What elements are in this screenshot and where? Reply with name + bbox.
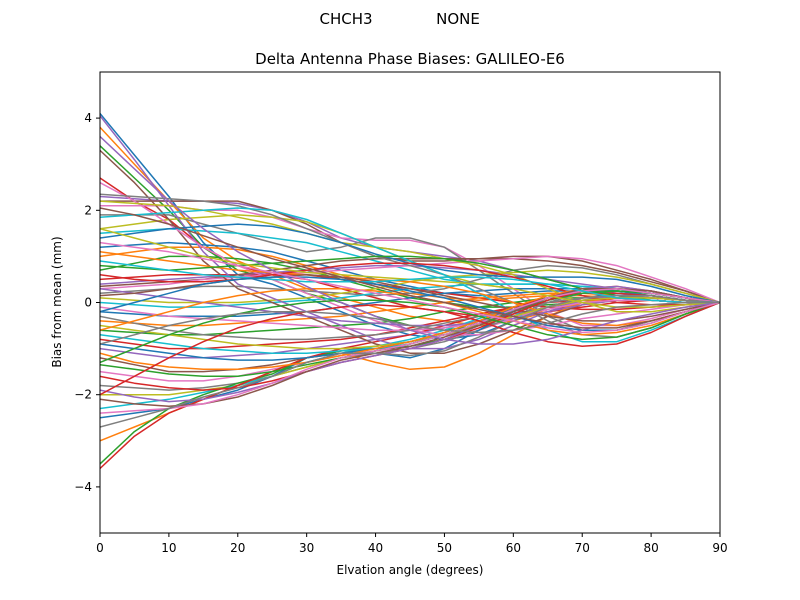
y-tick-label: 4 — [84, 111, 92, 125]
x-tick-label: 0 — [96, 541, 104, 555]
chart-title: Delta Antenna Phase Biases: GALILEO-E6 — [255, 50, 565, 68]
y-axis-label: Bias from mean (mm) — [50, 236, 64, 367]
x-tick-label: 50 — [437, 541, 452, 555]
station-name: CHCH3 — [319, 10, 372, 28]
y-tick-label: 0 — [84, 296, 92, 310]
series-line-s44 — [100, 262, 720, 306]
x-tick-label: 90 — [712, 541, 727, 555]
x-tick-label: 80 — [643, 541, 658, 555]
x-axis-ticks: 0 10 20 30 40 50 60 70 80 90 — [96, 533, 728, 555]
x-tick-label: 70 — [575, 541, 590, 555]
y-tick-label: 2 — [84, 203, 92, 217]
x-tick-label: 10 — [161, 541, 176, 555]
series-line-s68 — [100, 301, 720, 345]
x-axis-label: Elvation angle (degrees) — [337, 563, 484, 577]
series-line-s67 — [100, 241, 720, 334]
model-name: NONE — [436, 10, 480, 28]
y-axis-ticks: −4 −2 0 2 4 — [74, 111, 100, 494]
series-line-s60 — [100, 260, 720, 304]
series-line-s57 — [100, 287, 720, 414]
series-line-s55 — [100, 285, 720, 403]
series-line-s65 — [100, 135, 720, 345]
x-tick-label: 40 — [368, 541, 383, 555]
x-tick-label: 30 — [299, 541, 314, 555]
series-line-s18 — [100, 264, 720, 304]
series-line-s64 — [100, 301, 720, 396]
series-line-s40 — [100, 207, 720, 343]
series-line-s58 — [100, 294, 720, 428]
series-lines — [100, 113, 720, 470]
y-tick-label: −4 — [74, 480, 92, 494]
series-line-s63 — [100, 299, 720, 364]
series-line-s66 — [100, 207, 720, 329]
series-line-s42 — [100, 251, 720, 327]
x-tick-label: 60 — [506, 541, 521, 555]
y-tick-label: −2 — [74, 388, 92, 402]
x-tick-label: 20 — [230, 541, 245, 555]
